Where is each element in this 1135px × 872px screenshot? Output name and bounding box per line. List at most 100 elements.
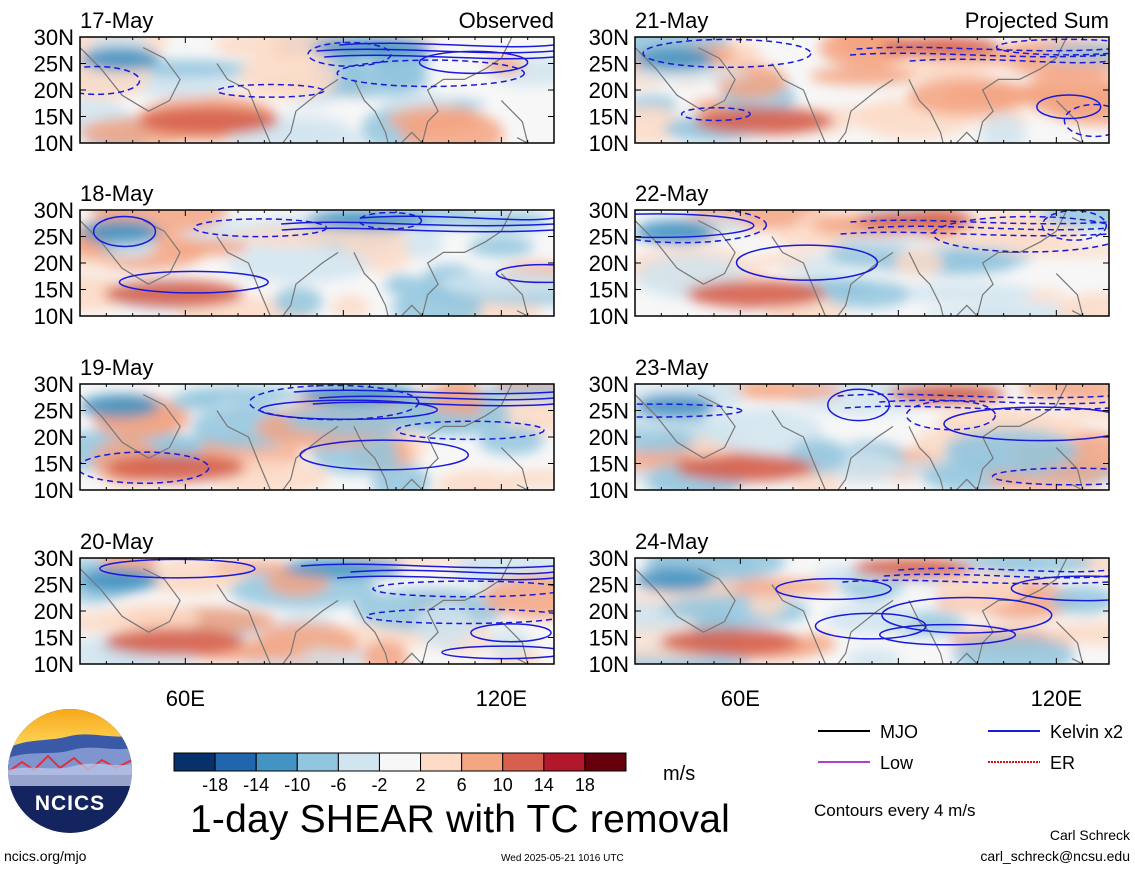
kelvin-contour [995,38,1109,56]
shear-blob [952,635,1075,664]
chart-title: 1-day SHEAR with TC removal [190,798,731,841]
kelvin-contour [300,563,554,569]
coastline [908,210,1068,316]
kelvin-contour [879,623,1017,646]
shear-blob [886,384,1007,404]
coastline [216,584,339,664]
shear-blob [635,394,715,418]
shear-field [635,384,1109,490]
kelvin-contour [359,215,554,221]
shear-blob [406,412,478,430]
lat-tick-label: 20N [34,599,74,624]
shear-blob [823,280,911,309]
kelvin-contour [418,50,529,75]
shear-blob [331,295,370,316]
shear-blob [635,568,715,592]
coastline [908,384,1068,490]
footer-email[interactable]: carl_schreck@ncsu.edu [980,848,1130,864]
kelvin-contour [856,46,1109,52]
panel-ticks [634,557,1110,665]
shear-blob [748,589,786,618]
kelvin-contour [350,569,554,575]
kelvin-contour [337,575,554,581]
panel-date-label: 18-May [80,181,153,206]
shear-blob [943,428,1079,474]
colorbar-segment [173,752,216,772]
coastline [635,47,736,112]
shear-blob [103,280,244,308]
coastline [80,568,181,633]
kelvin-contour [118,270,269,294]
kelvin-contours [80,41,554,98]
shear-blob [852,558,973,578]
shear-blob [310,37,431,57]
panel-ticks [79,36,555,144]
coastlines [635,558,1084,664]
lat-tick-label: 25N [589,52,629,77]
shear-blob [1044,620,1109,646]
shear-blob [403,228,444,259]
shear-blob [635,47,715,71]
panel-ticks [79,209,555,317]
kelvin-contour [680,106,751,122]
shear-blob [809,66,915,86]
colorbar-segment [255,752,298,772]
shear-blob [894,281,1036,304]
coastlines [635,37,1084,143]
coastline [500,621,529,664]
shear-field [80,558,554,664]
lat-tick-label: 10N [589,652,629,677]
lat-tick-label: 10N [34,131,74,156]
shear-blob [80,220,160,244]
lat-tick-label: 10N [34,652,74,677]
kelvin-contour [943,406,1109,442]
kelvin-contour [905,399,997,431]
kelvin-contour [635,213,755,239]
panel-date-label: 20-May [80,529,153,554]
shear-blob [283,558,404,578]
kelvin-contour [1063,103,1109,138]
panel-column-header: Projected Sum [965,8,1109,33]
colorbar-segment [337,752,380,772]
lat-tick-label: 10N [34,304,74,329]
lat-tick-label: 15N [589,278,629,303]
kelvin-contour [827,388,891,422]
lat-tick-label: 15N [34,105,74,130]
kelvin-contour [372,580,554,598]
kelvin-contour [216,83,325,98]
kelvin-contour [814,612,927,640]
kelvin-contour [867,225,1109,231]
kelvin-contour [1036,94,1102,120]
kelvin-contour [470,623,552,643]
shear-blob [980,114,1027,143]
colorbar-tick-label: 2 [416,775,426,795]
lat-tick-label: 20N [589,425,629,450]
shear-blob [487,628,532,658]
shear-blob [824,602,919,635]
coastline [771,584,894,664]
colorbar-segment [502,752,545,772]
footer-site-link[interactable]: ncics.org/mjo [4,848,87,864]
shear-blob [724,384,844,400]
lat-tick-label: 25N [589,225,629,250]
lat-tick-label: 30N [34,546,74,571]
colorbar-tick-label: 18 [575,775,595,795]
coastlines [80,210,529,316]
coastline [635,568,736,633]
shear-field [80,384,554,490]
lat-tick-label: 20N [589,599,629,624]
kelvin-contour [248,384,420,421]
kelvin-contour [299,439,470,471]
lat-tick-label: 30N [589,372,629,397]
coastline [80,47,181,112]
kelvin-contour [339,42,554,48]
shear-blob [694,107,835,135]
kelvin-contour [293,389,554,395]
shear-blob [921,308,1023,316]
coastline [353,37,513,143]
coastline [635,394,736,459]
kelvin-contour [842,579,1109,585]
lat-tick-label: 15N [589,452,629,477]
